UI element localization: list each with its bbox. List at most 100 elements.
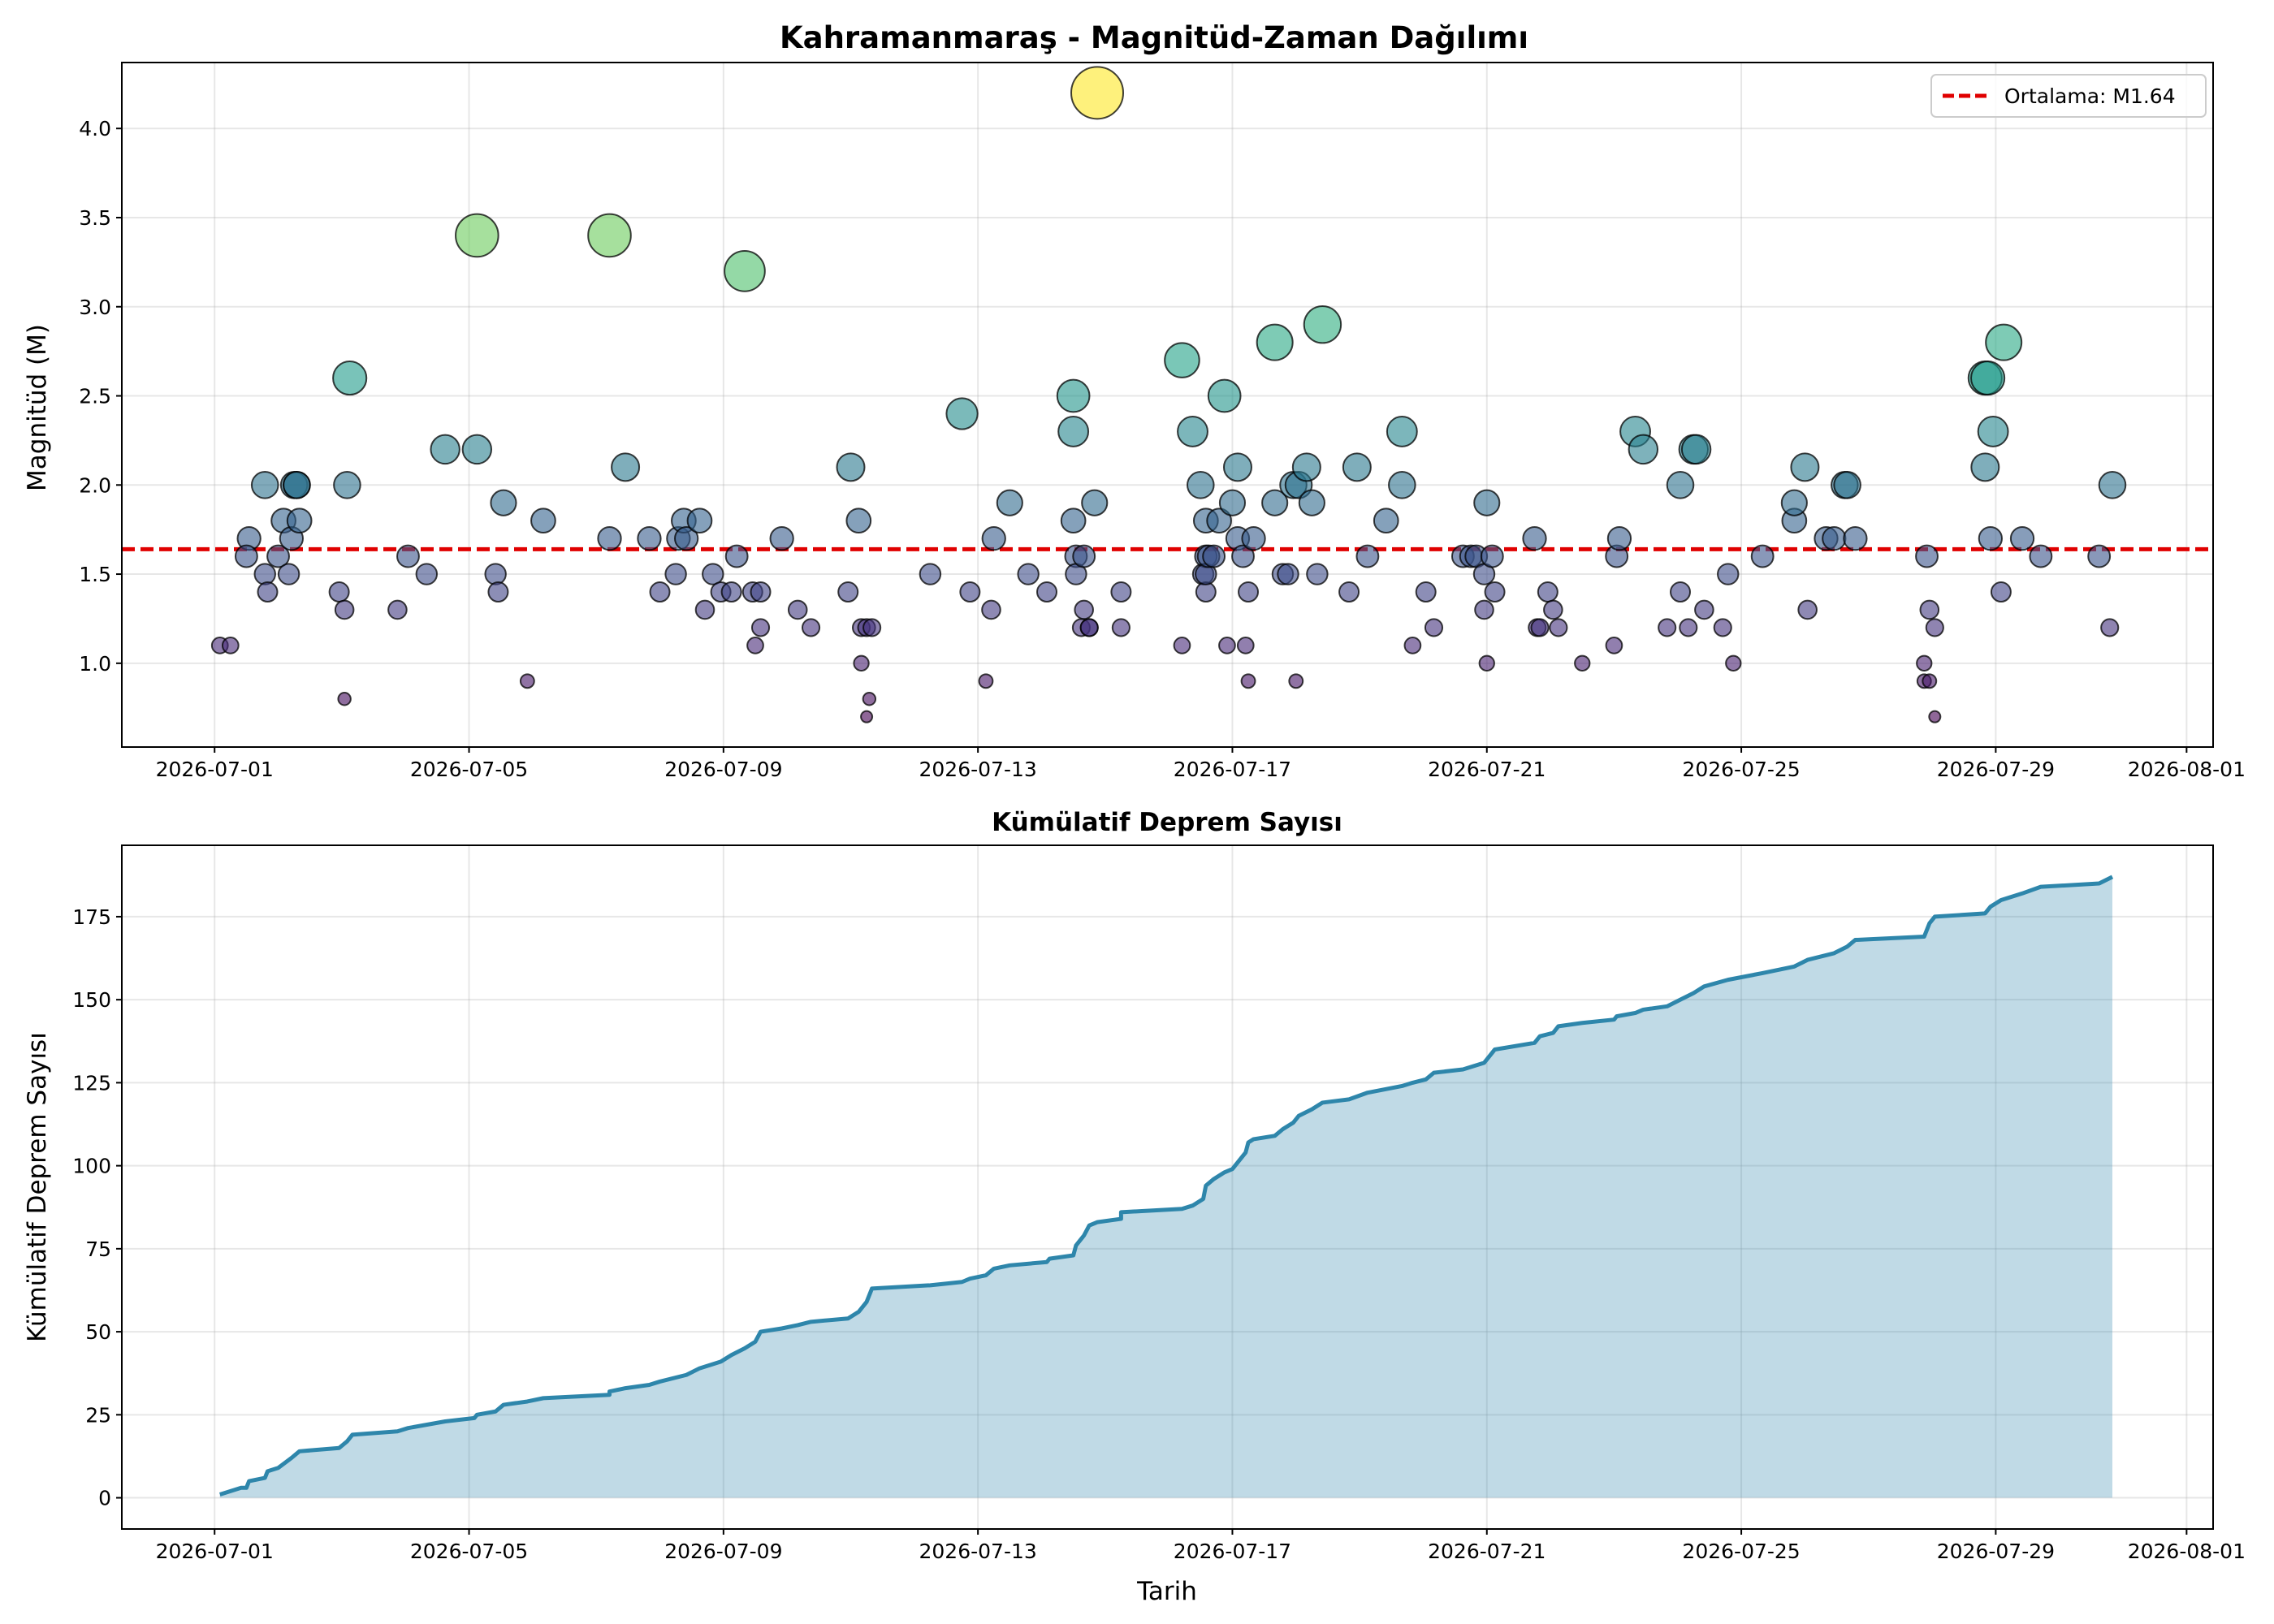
earthquake-point	[1277, 563, 1299, 585]
earthquake-point	[1240, 673, 1256, 689]
cumulative-y-axis-label: Kümülatif Deprem Sayısı	[23, 1032, 52, 1342]
magnitude-y-tick-label: 2.0	[79, 473, 111, 497]
earthquake-point	[1291, 452, 1321, 482]
magnitude-y-axis-label: Magnitüd (M)	[23, 324, 52, 491]
earthquake-point	[1666, 471, 1695, 499]
magnitude-axes: 2026-07-01 2026-07-05 2026-07-09 2026-07-13…	[79, 62, 2246, 781]
earthquake-point	[1822, 526, 1847, 551]
earthquake-point	[1833, 471, 1861, 499]
cumulative-y-tick-label: 125	[72, 1071, 111, 1095]
earthquake-point	[1111, 618, 1131, 637]
earthquake-point	[787, 599, 808, 620]
earthquake-point	[1386, 416, 1418, 447]
cumulative-y-tick-label: 25	[85, 1403, 111, 1427]
earthquake-point	[1256, 323, 1294, 361]
earthquake-point	[1218, 489, 1247, 516]
earthquake-point	[1036, 581, 1058, 603]
magnitude-x-tick-label: 2026-07-17	[1174, 758, 1291, 781]
earthquake-point	[2087, 544, 2112, 568]
magnitude-x-tick-label: 2026-07-21	[1428, 758, 1546, 781]
earthquake-point	[257, 581, 279, 603]
cumulative-y-tick-label: 75	[85, 1237, 111, 1261]
magnitude-panel: Kahramanmaraş - Magnitüd-Zaman Dağılımı …	[23, 20, 2246, 781]
earthquake-point	[919, 563, 942, 585]
earthquake-point	[1207, 378, 1242, 413]
earthquake-point	[461, 434, 493, 465]
earthquake-point	[1978, 526, 2003, 551]
magnitude-plot-frame	[121, 62, 2214, 748]
magnitude-points	[210, 66, 2127, 723]
earthquake-point	[1605, 637, 1623, 654]
cumulative-x-tick-label: 2026-07-17	[1174, 1540, 1291, 1563]
earthquake-point	[487, 581, 509, 603]
earthquake-point	[611, 452, 641, 482]
earthquake-point	[1079, 618, 1099, 637]
earthquake-point	[1173, 637, 1191, 654]
earthquake-point	[649, 581, 671, 603]
earthquake-point	[1694, 599, 1714, 620]
earthquake-point	[1074, 599, 1094, 620]
earthquake-point	[396, 544, 420, 568]
earthquake-point	[637, 526, 662, 551]
earthquake-point	[266, 544, 290, 568]
earthquake-point	[720, 581, 742, 603]
earthquake-point	[1717, 563, 1740, 585]
earthquake-point	[1231, 544, 1255, 568]
earthquake-point	[1177, 416, 1208, 447]
magnitude-y-tick-label: 3.5	[79, 206, 111, 230]
earthquake-point	[519, 673, 535, 689]
earthquake-point	[959, 581, 981, 603]
earthquake-point	[2029, 544, 2053, 568]
earthquake-point	[860, 710, 874, 723]
earthquake-point	[686, 508, 713, 534]
earthquake-point	[945, 397, 979, 430]
cumulative-y-tick-label: 175	[72, 905, 111, 929]
earthquake-point	[996, 489, 1023, 516]
cumulative-line	[219, 875, 2114, 1497]
cumulative-x-axis-label: Tarih	[1136, 1577, 1197, 1606]
magnitude-x-tick-label: 2026-07-01	[156, 758, 274, 781]
magnitude-chart-title: Kahramanmaraş - Magnitüd-Zaman Dağılımı	[780, 20, 1528, 55]
earthquake-point	[1070, 66, 1125, 120]
earthquake-point	[1424, 618, 1444, 637]
earthquake-point	[415, 563, 439, 585]
earthquake-point	[1355, 544, 1380, 568]
earthquake-point	[484, 563, 507, 585]
earthquake-point	[286, 508, 313, 534]
earthquake-point	[334, 599, 355, 620]
earthquake-point	[981, 599, 1001, 620]
magnitude-x-tick-label: 2026-08-01	[2128, 758, 2246, 781]
earthquake-point	[1306, 563, 1329, 585]
earthquake-point	[2098, 471, 2127, 499]
earthquake-point	[1797, 599, 1818, 620]
earthquake-point	[455, 213, 499, 258]
earthquake-point	[1530, 618, 1550, 637]
cumulative-chart-title: Kümülatif Deprem Sayısı	[992, 808, 1342, 837]
earthquake-point	[277, 563, 300, 585]
magnitude-x-tick-label: 2026-07-29	[1937, 758, 2055, 781]
magnitude-y-tick-label: 2.5	[79, 385, 111, 408]
cumulative-y-tick-label: 50	[85, 1320, 111, 1344]
earthquake-point	[664, 563, 687, 585]
earthquake-point	[1790, 452, 1820, 482]
earthquake-point	[1187, 471, 1215, 499]
earthquake-point	[1388, 471, 1416, 499]
earthquake-point	[387, 599, 408, 620]
earthquake-point	[1261, 489, 1289, 516]
earthquake-point	[1919, 599, 1940, 620]
earthquake-point	[1990, 581, 2012, 603]
earthquake-point	[1288, 673, 1304, 689]
cumulative-x-tick-label: 2026-07-01	[156, 1540, 274, 1563]
earthquake-point	[221, 637, 240, 654]
magnitude-grid	[122, 63, 2213, 747]
earthquake-point	[1484, 581, 1506, 603]
magnitude-y-tick-label: 1.0	[79, 652, 111, 676]
cumulative-area	[219, 876, 2112, 1498]
earthquake-point	[1713, 618, 1732, 637]
earthquake-point	[2100, 618, 2120, 637]
cumulative-y-tick-label: 0	[98, 1487, 111, 1510]
earthquake-point	[1060, 508, 1087, 534]
earthquake-point	[978, 673, 994, 689]
earthquake-point	[724, 544, 749, 568]
